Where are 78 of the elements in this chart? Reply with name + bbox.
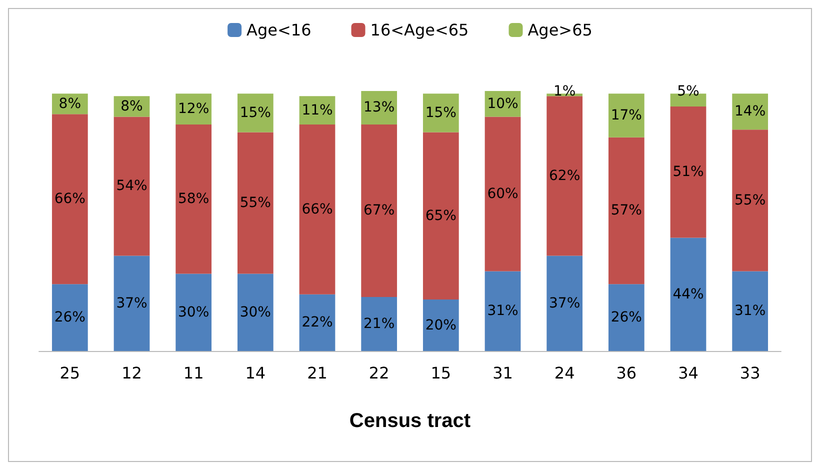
bar	[422, 94, 459, 132]
data-label: 12%	[178, 101, 210, 118]
data-label: 11%	[302, 102, 333, 118]
bar	[546, 256, 583, 351]
x-tick-label: 21	[307, 364, 328, 382]
x-tick-label: 15	[430, 364, 452, 382]
bar	[670, 238, 706, 351]
bar	[361, 124, 398, 297]
data-label: 30%	[240, 304, 271, 320]
data-label: 31%	[487, 303, 518, 320]
bar	[52, 114, 88, 284]
data-label: 62%	[549, 168, 580, 184]
bar	[608, 137, 644, 284]
x-tick-label: 34	[678, 364, 698, 382]
data-label: 8%	[58, 96, 82, 112]
data-label: 26%	[610, 310, 642, 326]
data-label: 21%	[364, 316, 395, 332]
x-tick-label: 14	[245, 364, 266, 382]
data-label: 55%	[240, 194, 271, 211]
bar	[484, 271, 521, 351]
x-tick-label: 31	[492, 364, 513, 382]
legend-label: Age<16	[246, 20, 312, 40]
data-label: 26%	[54, 310, 86, 326]
bar	[299, 294, 336, 351]
x-tick-label: 22	[368, 364, 390, 382]
bar	[732, 130, 768, 272]
x-tick-label: 33	[740, 364, 760, 382]
data-label: 8%	[120, 98, 143, 114]
bar	[608, 284, 644, 351]
data-label: 55%	[734, 192, 766, 208]
data-label: 65%	[425, 208, 456, 224]
data-label: 15%	[425, 104, 456, 121]
data-label: 17%	[610, 107, 642, 124]
data-label: 66%	[54, 191, 86, 208]
data-label: 58%	[178, 191, 210, 208]
data-label: 51%	[672, 164, 704, 180]
bar	[114, 116, 150, 256]
data-label: 10%	[487, 96, 518, 112]
legend-label: 16<Age<65	[370, 20, 469, 40]
data-label: 13%	[364, 100, 395, 116]
data-label: 67%	[364, 202, 395, 219]
bar	[422, 132, 459, 300]
data-label: 20%	[425, 317, 456, 334]
bar	[237, 94, 274, 132]
bar	[237, 132, 274, 274]
bar	[361, 296, 398, 351]
bar	[484, 116, 521, 272]
x-tick-label: 24	[554, 364, 575, 382]
x-tick-label: 12	[122, 364, 142, 382]
data-label: 30%	[178, 304, 210, 320]
data-label: 14%	[734, 104, 766, 120]
x-tick-label: 25	[60, 364, 80, 382]
bar	[114, 256, 150, 351]
bar	[237, 274, 274, 351]
x-axis-title: Census tract	[349, 410, 471, 432]
data-label: 37%	[549, 295, 580, 312]
data-label: 44%	[672, 286, 704, 302]
x-tick-label: 36	[616, 364, 637, 382]
bar	[52, 284, 88, 351]
data-label: 15%	[240, 104, 271, 121]
data-label: 60%	[487, 186, 518, 202]
data-label: 57%	[610, 202, 642, 219]
bar	[299, 124, 336, 294]
bar	[670, 106, 706, 238]
x-tick-label: 11	[183, 364, 204, 382]
data-label: 66%	[302, 201, 333, 218]
bar	[176, 124, 212, 274]
data-label: 54%	[116, 178, 148, 194]
data-label: 22%	[302, 314, 333, 331]
data-label: 31%	[734, 303, 766, 320]
bar	[608, 94, 644, 138]
data-label: 37%	[116, 295, 148, 312]
bar	[546, 96, 583, 256]
bar	[732, 94, 768, 130]
bar	[422, 300, 459, 351]
bar	[732, 271, 768, 351]
legend-label: Age>65	[528, 20, 592, 40]
bar	[176, 274, 212, 351]
